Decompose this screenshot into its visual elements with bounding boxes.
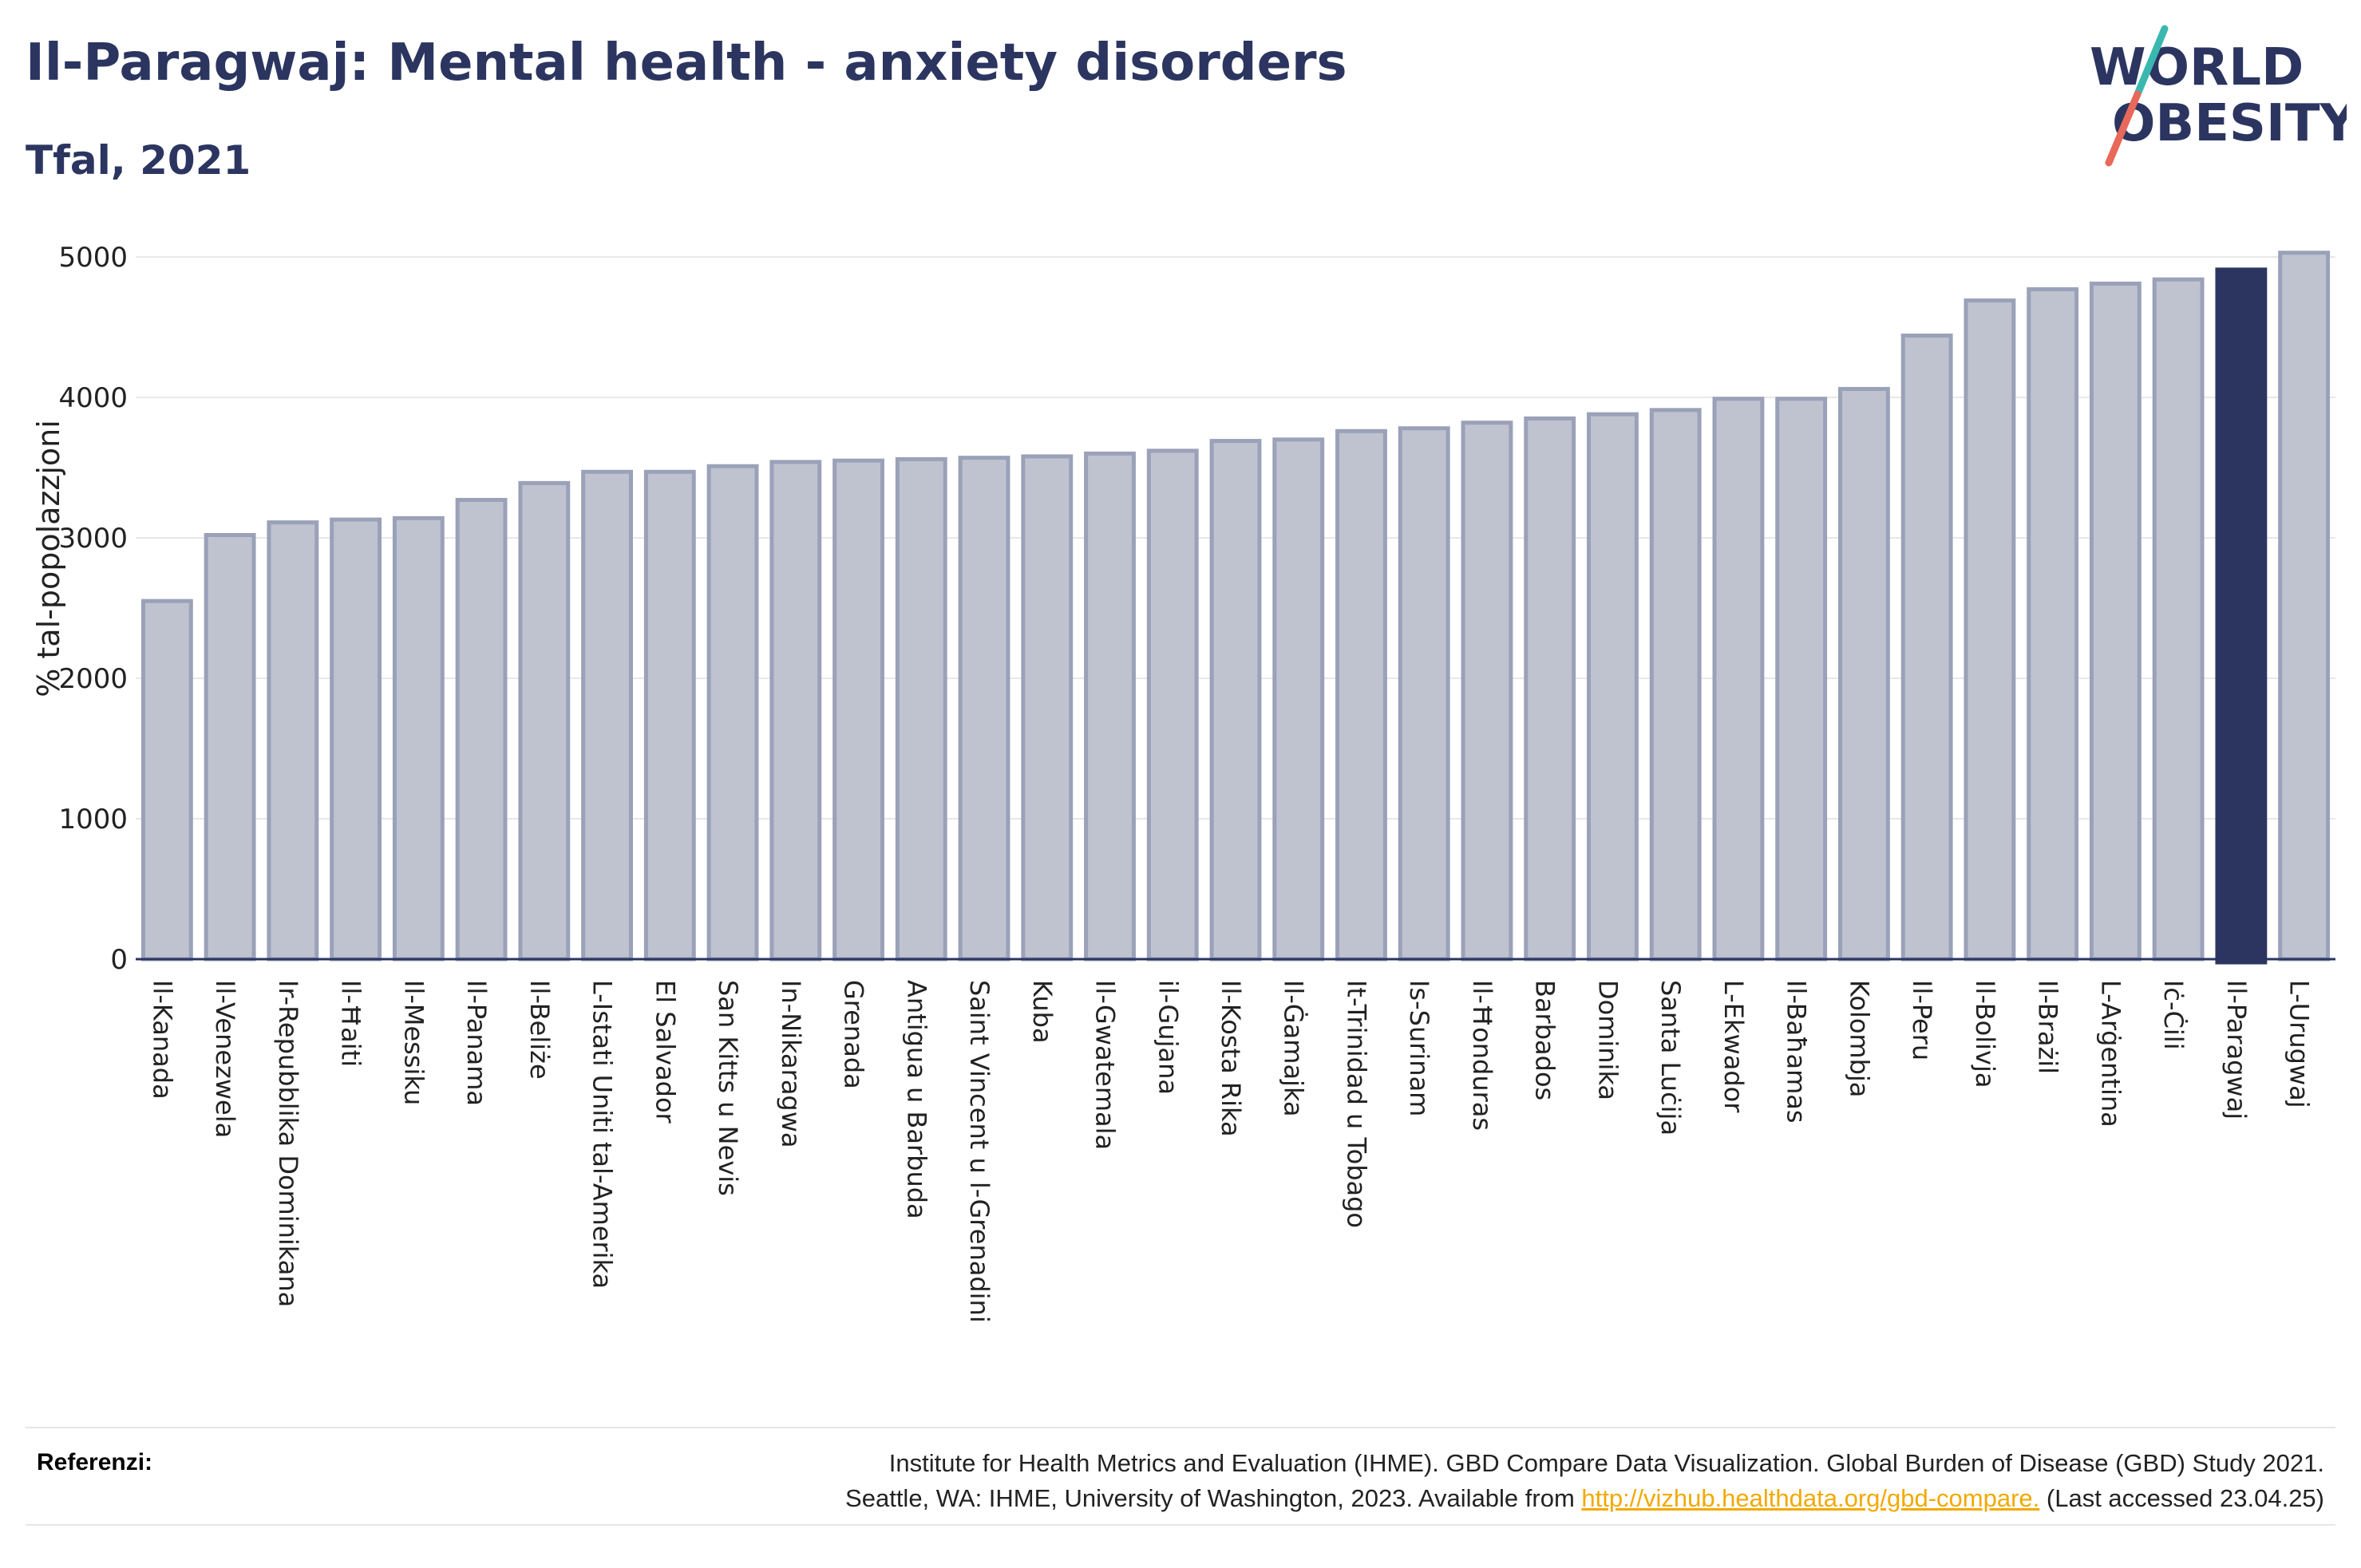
x-tick-label: Il-Baħamas: [1782, 980, 1812, 1124]
y-axis-label: % tal-popolazzjoni: [31, 420, 66, 697]
x-tick-label: Iċ-Ċili: [2158, 980, 2189, 1050]
references-divider-top: [26, 1427, 2335, 1428]
x-tick-label: Il-Kosta Rika: [1216, 980, 1246, 1137]
x-tick-label: Il-Beliże: [524, 980, 555, 1080]
x-tick-label: Kolombja: [1844, 980, 1874, 1097]
x-tick-label: Santa Luċija: [1655, 980, 1686, 1136]
x-tick-label: Barbados: [1530, 980, 1560, 1100]
x-tick-label: Dominika: [1592, 980, 1623, 1100]
bar: [330, 517, 382, 962]
x-tick-label: Il-Ġamajka: [1279, 980, 1309, 1117]
bar: [1398, 426, 1450, 962]
x-tick-label: L-Urugwaj: [2284, 980, 2315, 1108]
bar: [832, 458, 884, 962]
bar: [1838, 386, 1890, 962]
bar: [1649, 408, 1702, 962]
bar: [1900, 334, 1953, 962]
x-axis-ticks: Il-Kanada Il-Venezwela Ir-Repubblika Domin…: [147, 980, 2314, 1323]
bar: [895, 456, 947, 962]
y-tick-label: 4000: [58, 382, 128, 414]
bar: [204, 532, 256, 962]
bar: [1964, 298, 2016, 962]
bar: [140, 598, 193, 962]
logo-text-line2: OBESITY: [2112, 94, 2347, 153]
bar: [1209, 439, 1262, 962]
x-tick-label: L-Ekwador: [1718, 980, 1749, 1113]
references-line2-suffix: (Last accessed 23.04.25): [2039, 1484, 2324, 1512]
x-tick-label: Il-Messiku: [398, 980, 429, 1105]
bar: [769, 460, 822, 962]
references-label: Referenzi:: [37, 1449, 153, 1475]
bar: [267, 520, 319, 962]
x-tick-label: Il-Venezwela: [210, 980, 240, 1138]
x-tick-label: L-Istati Uniti tal-Amerika: [587, 980, 618, 1289]
y-tick-label: 5000: [58, 242, 128, 274]
logo-slash-red: [2105, 90, 2142, 167]
references-divider-bottom: [26, 1524, 2335, 1526]
x-tick-label: Il-Brażil: [2033, 980, 2063, 1074]
x-tick-label: L-Arġentina: [2095, 980, 2126, 1128]
bar: [1021, 454, 1074, 962]
y-axis-ticks: 0 1000 2000 3000 4000 5000: [58, 242, 128, 976]
references-line2-prefix: Seattle, WA: IHME, University of Washing…: [845, 1484, 1582, 1512]
bar-chart: 0 1000 2000 3000 4000 5000 Il-Kanada Il-Venezw…: [31, 242, 2335, 1323]
bar: [706, 464, 759, 962]
bar: [1775, 397, 1828, 962]
bar: [455, 497, 508, 962]
x-tick-label: It-Trinidad u Tobago: [1341, 980, 1371, 1228]
bar: [2027, 286, 2079, 962]
x-tick-label: il-Gujana: [1153, 980, 1183, 1095]
x-tick-label: Grenada: [839, 980, 869, 1089]
x-tick-label: Antigua u Barbuda: [901, 980, 931, 1219]
bar: [2152, 277, 2205, 962]
bar: [1524, 416, 1576, 962]
bar: [1272, 437, 1325, 962]
y-tick-label: 2000: [58, 663, 128, 695]
references-text: Institute for Health Metrics and Evaluat…: [488, 1446, 2324, 1516]
references-link[interactable]: http://vizhub.healthdata.org/gbd-compare…: [1581, 1484, 2040, 1512]
x-tick-label: Il-Bolivja: [1970, 980, 2000, 1088]
bar: [2089, 281, 2142, 962]
x-tick-label: Il-Gwatemala: [1090, 980, 1121, 1150]
bar: [392, 515, 445, 962]
bars: [140, 251, 2331, 965]
y-tick-label: 3000: [58, 523, 128, 555]
bar: [581, 469, 633, 962]
x-tick-label: Il-Peru: [1907, 980, 1937, 1060]
x-tick-label: El Salvador: [650, 980, 680, 1124]
bar: [643, 469, 696, 962]
bar: [1335, 429, 1387, 962]
x-tick-label: Saint Vincent u l-Grenadini: [964, 980, 995, 1323]
x-tick-label: Il-Ħonduras: [1467, 980, 1497, 1131]
bar: [518, 480, 571, 962]
x-tick-label: Il-Paragwaj: [2221, 980, 2252, 1120]
bar: [1084, 451, 1136, 962]
x-tick-label: Is-Surinam: [1404, 980, 1434, 1116]
y-tick-label: 0: [110, 944, 128, 976]
x-tick-label: Il-Kanada: [147, 980, 177, 1100]
references-line1: Institute for Health Metrics and Evaluat…: [888, 1449, 2324, 1477]
chart-subtitle: Tfal, 2021: [26, 137, 251, 184]
bar: [2278, 251, 2331, 962]
x-tick-label: In-Nikaragwa: [776, 980, 806, 1148]
x-tick-label: Kuba: [1027, 980, 1058, 1044]
world-obesity-logo: WORLD OBESITY: [2090, 25, 2347, 167]
y-tick-label: 1000: [58, 804, 128, 835]
references-line2: Seattle, WA: IHME, University of Washing…: [488, 1481, 2324, 1516]
logo-text-line1: WORLD: [2090, 38, 2304, 97]
bar: [1587, 412, 1639, 962]
bar: [1146, 448, 1199, 962]
bar: [1461, 421, 1513, 962]
bar: [1712, 397, 1765, 962]
x-tick-label: Ir-Repubblika Dominikana: [273, 980, 303, 1307]
chart-title: Il-Paragwaj: Mental health - anxiety dis…: [26, 34, 1347, 93]
logo-slash-teal: [2134, 25, 2169, 98]
x-tick-label: Il-Panama: [461, 980, 492, 1106]
bar-highlighted: [2215, 267, 2268, 965]
bar: [958, 456, 1010, 962]
x-tick-label: Il-Ħaiti: [336, 980, 366, 1067]
x-tick-label: San Kitts u Nevis: [713, 980, 743, 1196]
